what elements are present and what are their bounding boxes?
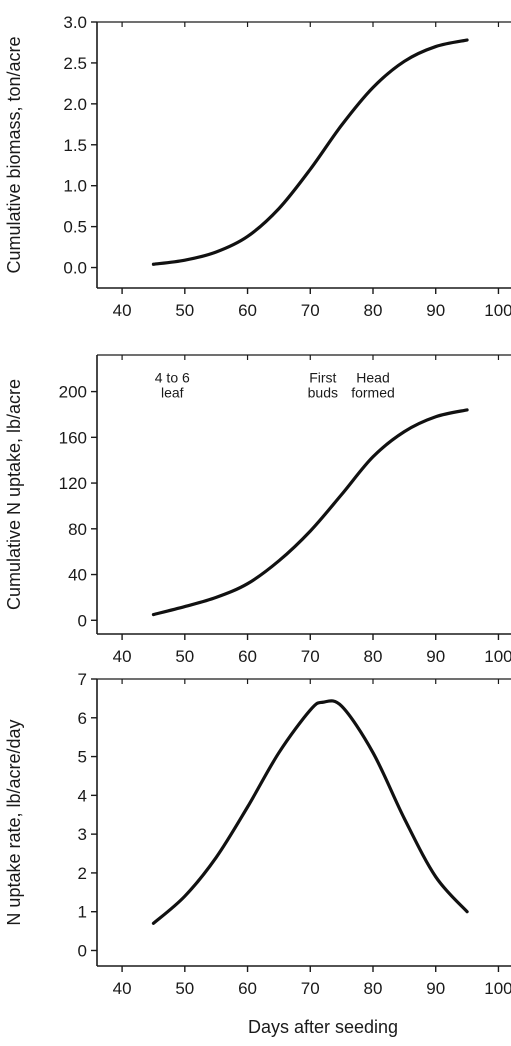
- series-line-1: [151, 408, 469, 617]
- x-tick-label: 80: [364, 301, 383, 320]
- chart-panel-3: 0 1 2 3 4 5 6 7 40 50 60 70 80 90 100 N uptake rate, lb…: [4, 670, 511, 998]
- y-tick-label: 120: [59, 474, 87, 493]
- y-tick-label: 40: [68, 566, 87, 585]
- y-tick-label: 0: [78, 941, 87, 960]
- x-tick-label: 40: [113, 979, 132, 998]
- annotation-label: Head: [356, 369, 389, 385]
- x-tick-label: 40: [113, 301, 132, 320]
- y-tick-label: 2.5: [63, 54, 87, 73]
- y-tick-label: 3.0: [63, 13, 87, 32]
- x-tick-label: 50: [175, 647, 194, 666]
- annotation-label: First: [309, 369, 336, 385]
- annotation-label: 4 to 6: [155, 369, 190, 385]
- x-tick-label: 50: [175, 301, 194, 320]
- y-tick-label: 2: [78, 864, 87, 883]
- y-tick-label: 0.0: [63, 259, 87, 278]
- x-tick-label: 80: [364, 979, 383, 998]
- annotation-label: formed: [351, 384, 395, 400]
- y-axis-title: N uptake rate, lb/acre/day: [4, 719, 24, 925]
- x-tick-label: 70: [301, 647, 320, 666]
- x-axis-title: Days after seeding: [248, 1017, 398, 1037]
- y-tick-label: 80: [68, 520, 87, 539]
- y-tick-label: 0: [78, 611, 87, 630]
- x-tick-label: 60: [238, 301, 257, 320]
- y-tick-label: 160: [59, 428, 87, 447]
- y-tick-label: 5: [78, 748, 87, 767]
- x-tick-label: 100: [484, 647, 511, 666]
- y-axis-title: Cumulative N uptake, lb/acre: [4, 379, 24, 610]
- y-tick-label: 0.5: [63, 218, 87, 237]
- annotation-label: buds: [308, 384, 338, 400]
- series-line-1: [151, 699, 469, 925]
- x-tick-label: 60: [238, 647, 257, 666]
- x-tick-label: 90: [426, 647, 445, 666]
- x-tick-label: 70: [301, 301, 320, 320]
- chart-panel-1: 0.0 0.5 1.0 1.5 2.0 2.5 3.0 40 50 60 70 80 90 100 Cumu…: [4, 13, 511, 320]
- y-tick-label: 6: [78, 709, 87, 728]
- y-tick-label: 4: [78, 786, 87, 805]
- y-tick-label: 1.5: [63, 136, 87, 155]
- chart-panel-2: 0 40 80 120 160 200 40 50 60 70 80 90 100 Cumulative …: [4, 354, 511, 666]
- y-tick-label: 1: [78, 903, 87, 922]
- x-tick-label: 90: [426, 301, 445, 320]
- x-tick-label: 80: [364, 647, 383, 666]
- annotation-label: leaf: [161, 384, 184, 400]
- x-tick-label: 50: [175, 979, 194, 998]
- x-tick-label: 40: [113, 647, 132, 666]
- x-tick-label: 90: [426, 979, 445, 998]
- x-tick-label: 60: [238, 979, 257, 998]
- y-tick-label: 1.0: [63, 177, 87, 196]
- y-tick-label: 200: [59, 383, 87, 402]
- x-tick-label: 100: [484, 301, 511, 320]
- y-tick-label: 2.0: [63, 95, 87, 114]
- y-tick-label: 3: [78, 825, 87, 844]
- y-tick-label: 7: [78, 670, 87, 689]
- series-line-1: [151, 38, 469, 266]
- chart-panels: 0.00.51.01.52.02.53.040 50 60 70 80 90 100Cumu…: [4, 13, 511, 998]
- y-axis-title: Cumulative biomass, ton/acre: [4, 36, 24, 273]
- x-tick-label: 70: [301, 979, 320, 998]
- x-tick-label: 100: [484, 979, 511, 998]
